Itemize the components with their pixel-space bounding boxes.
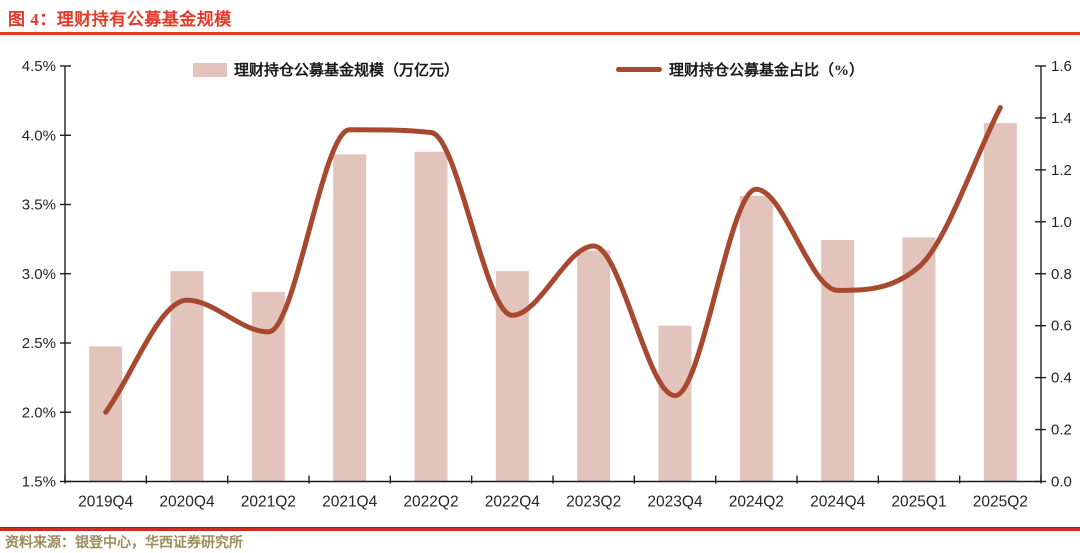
right-axis-tick-label: 1.2 (1051, 162, 1072, 179)
right-axis-tick-label: 1.0 (1051, 214, 1072, 231)
x-axis-label: 2023Q2 (566, 494, 621, 511)
right-axis-tick-label: 1.6 (1051, 58, 1072, 75)
line-series-swatch (616, 67, 662, 72)
x-axis-label: 2024Q4 (810, 494, 866, 511)
legend-item-line-series: 理财持仓公募基金占比（%） (616, 59, 864, 80)
x-axis-label: 2020Q4 (159, 494, 215, 511)
legend-label-bar-series: 理财持仓公募基金规模（万亿元） (234, 63, 460, 79)
right-axis-tick-label: 0.0 (1051, 474, 1072, 491)
left-axis-tick-label: 2.5% (22, 335, 56, 352)
x-axis-label: 2021Q4 (322, 494, 378, 511)
line-series-path (103, 105, 1003, 415)
left-axis-tick-label: 2.0% (22, 404, 56, 421)
left-axis-tick-label: 3.0% (22, 266, 56, 283)
x-axis-label: 2021Q2 (241, 494, 296, 511)
x-axis-label: 2022Q4 (485, 494, 541, 511)
bar-2022Q2 (414, 151, 448, 482)
bar-2025Q1 (902, 237, 936, 482)
right-axis-tick-label: 0.8 (1051, 266, 1072, 283)
left-axis-tick-label: 4.0% (22, 127, 56, 144)
source-note: 资料来源：银登中心，华西证券研究所 (5, 536, 243, 551)
x-axis-label: 2019Q4 (78, 494, 134, 511)
bar-2021Q4 (333, 154, 367, 482)
bar-series-swatch (193, 62, 227, 77)
x-axis-label: 2023Q4 (647, 494, 703, 511)
bar-2025Q2 (983, 123, 1017, 482)
bar-2024Q2 (739, 195, 773, 482)
left-axis-tick-label: 3.5% (22, 197, 56, 214)
right-axis-tick-label: 0.6 (1051, 318, 1072, 335)
left-axis-tick-label: 1.5% (22, 474, 56, 491)
x-axis-label: 2022Q2 (403, 494, 458, 511)
bar-2023Q2 (577, 250, 611, 482)
legend-label-line-series: 理财持仓公募基金占比（%） (669, 63, 865, 79)
left-axis-tick-label: 4.5% (22, 58, 56, 75)
footer-rule (0, 527, 1080, 531)
figure-title: 图 4：理财持有公募基金规模 (8, 10, 232, 29)
x-axis-label: 2025Q2 (973, 494, 1028, 511)
x-axis-label: 2025Q1 (891, 494, 946, 511)
title-rule (0, 32, 1080, 35)
legend-item-bar-series: 理财持仓公募基金规模（万亿元） (193, 59, 459, 80)
bar-2024Q4 (821, 239, 855, 482)
x-axis-label: 2024Q2 (729, 494, 784, 511)
bar-2023Q4 (658, 325, 692, 482)
right-axis-tick-label: 0.2 (1051, 422, 1072, 439)
right-axis-tick-label: 1.4 (1051, 110, 1072, 127)
right-axis-tick-label: 0.4 (1051, 370, 1072, 387)
